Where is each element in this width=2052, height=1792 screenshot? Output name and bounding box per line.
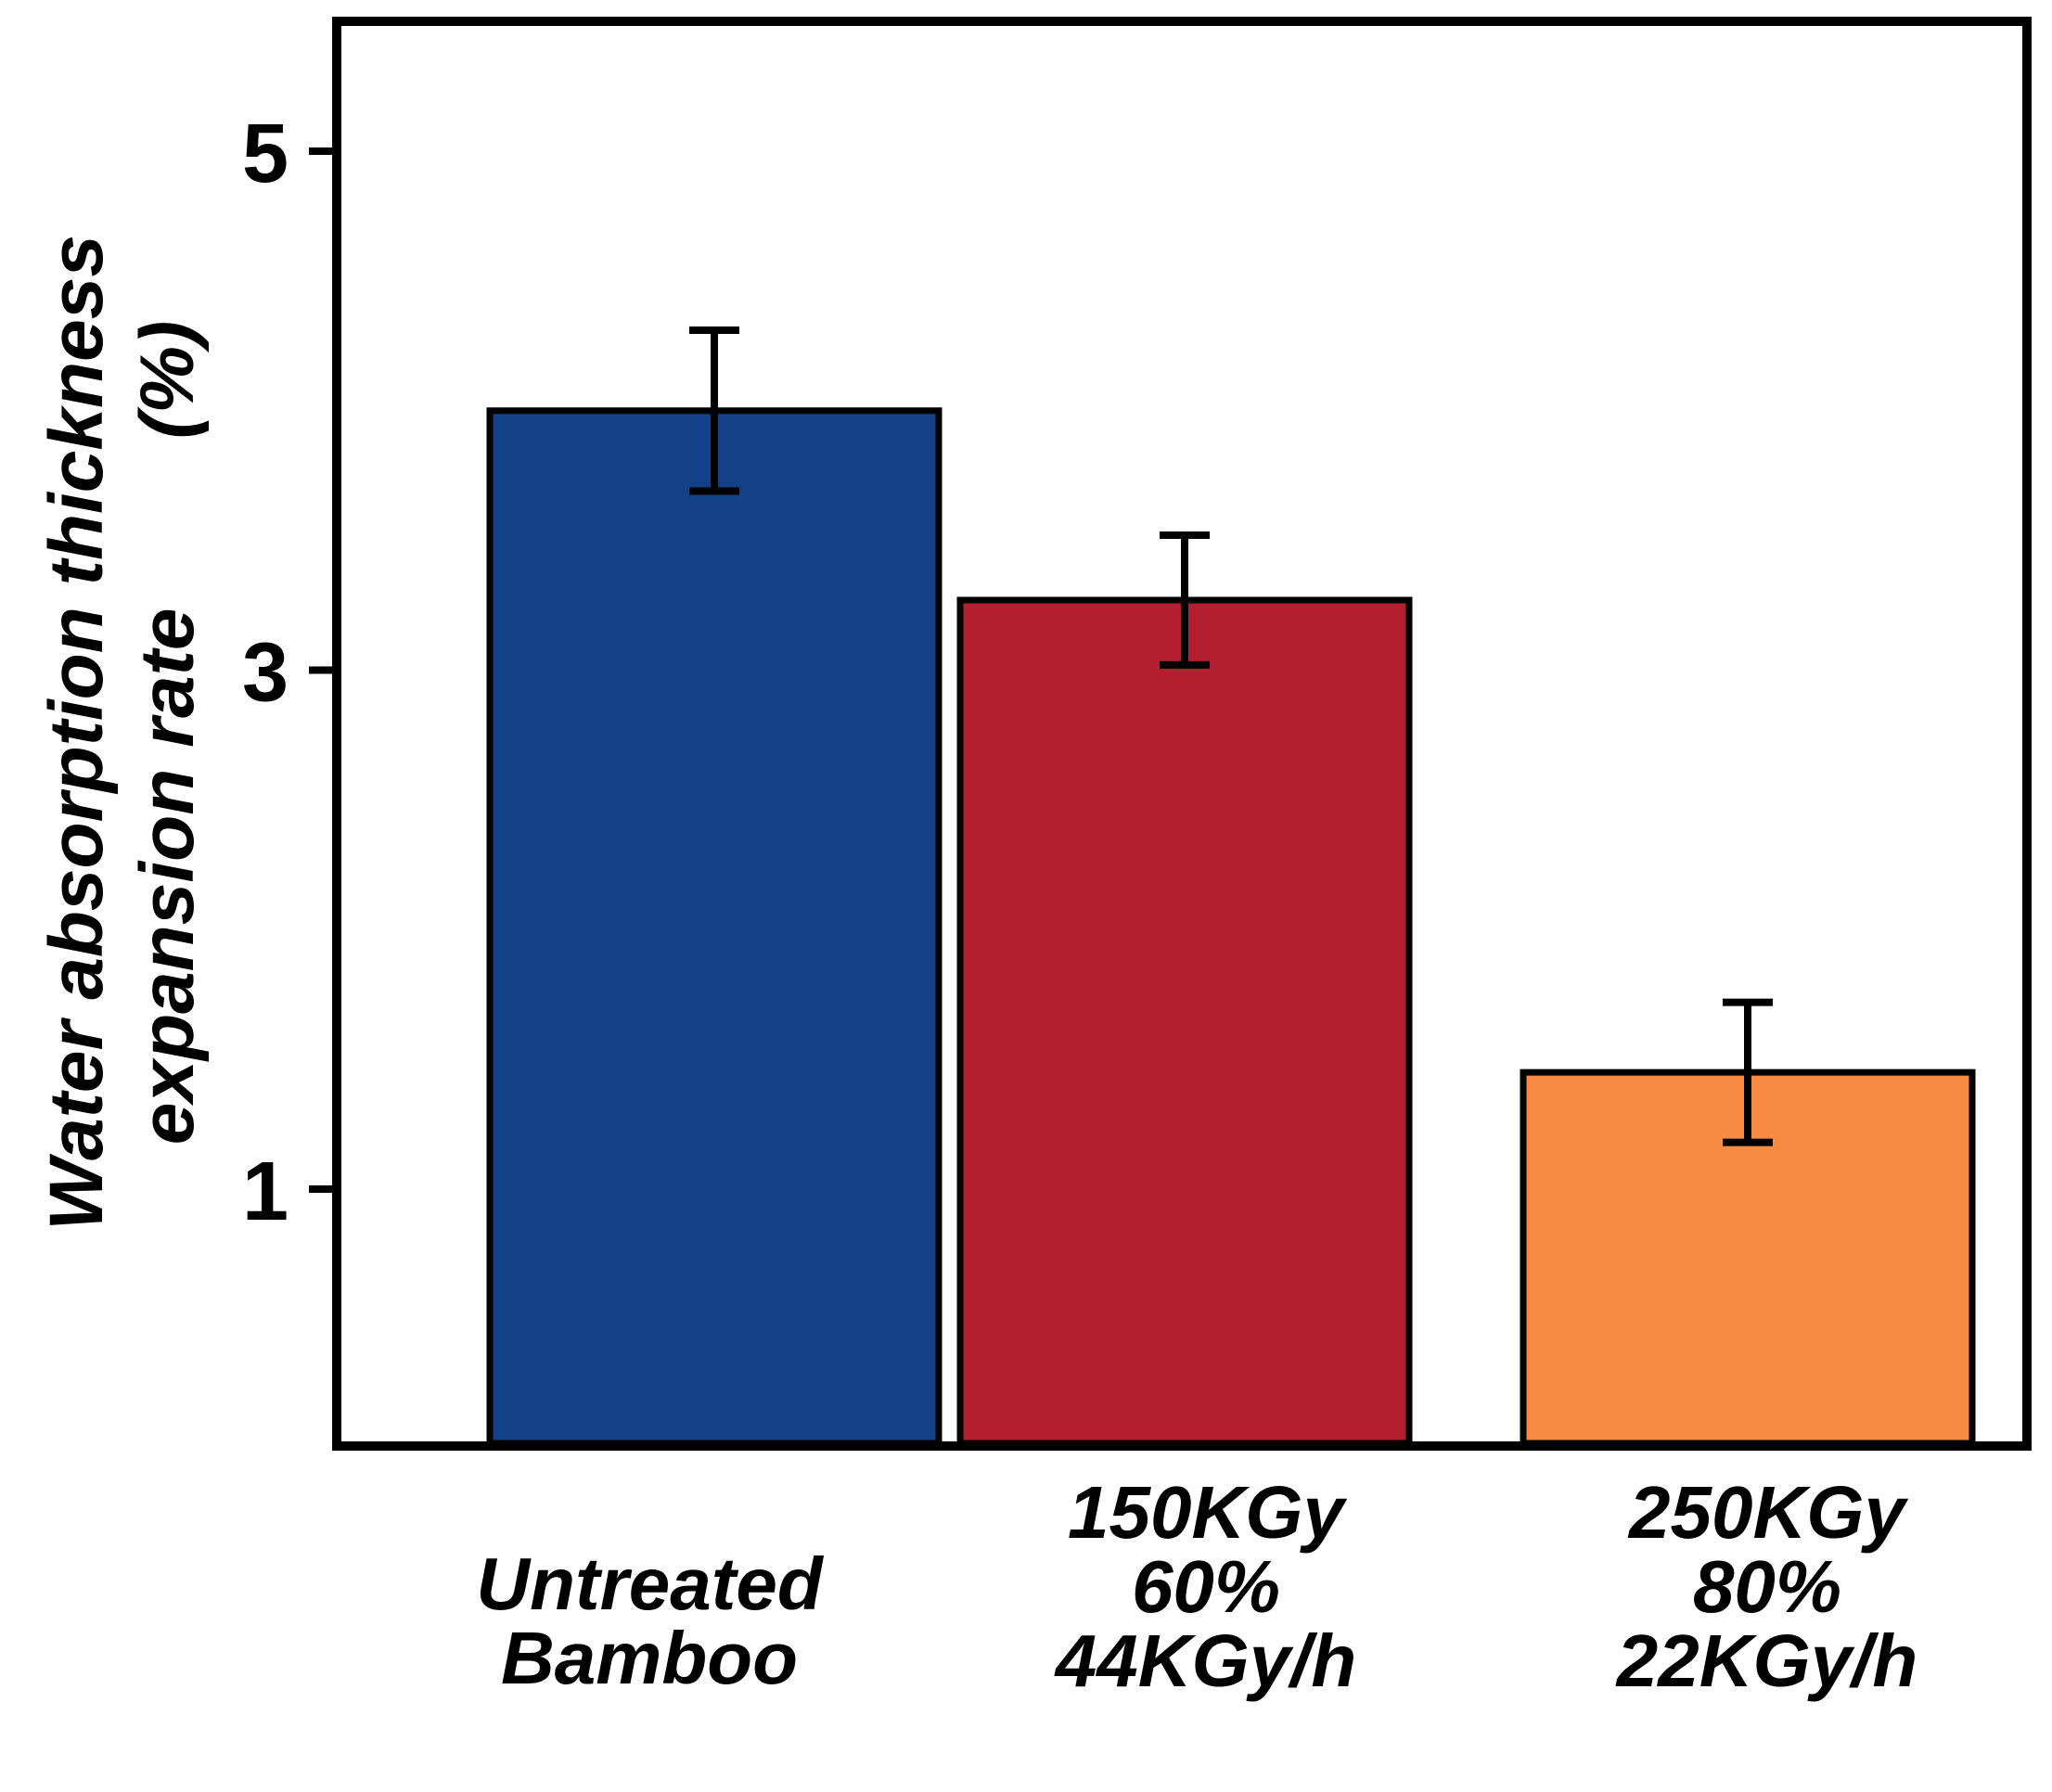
y-tick-label-3: 3 (242, 627, 289, 720)
y-axis-title-line-1: Water absorption thickness (34, 235, 119, 1231)
x-tick-label-line: 60% (1132, 1545, 1280, 1628)
y-tick-label-1: 1 (242, 1146, 289, 1238)
bar-1 (486, 407, 943, 1447)
y-axis-title-line-2: expansion rate (%) (125, 321, 210, 1146)
x-tick-label-line: 150KGy (1068, 1471, 1347, 1554)
y-tick-label-5: 5 (242, 108, 289, 200)
x-tick-label-line: 250KGy (1627, 1471, 1908, 1554)
error-bar-3 (1723, 998, 1773, 1146)
error-bar-2 (1160, 531, 1210, 669)
y-axis-title: Water absorption thickness expansion rate… (34, 235, 210, 1231)
x-tick-label-line: Untreated (476, 1542, 825, 1625)
bars-group (486, 407, 1976, 1447)
error-bar-1 (689, 326, 739, 495)
x-tick-label-line: Bamboo (501, 1617, 798, 1699)
x-tick-label-line: 44KGy/h (1054, 1619, 1357, 1702)
error-bars-group (689, 326, 1773, 1146)
bar-2 (956, 596, 1413, 1447)
x-tick-label-line: 22KGy/h (1615, 1619, 1918, 1702)
plot-frame (332, 17, 2032, 1451)
x-tick-label-line: 80% (1693, 1545, 1841, 1628)
y-axis: 1 3 5 (242, 108, 337, 1238)
